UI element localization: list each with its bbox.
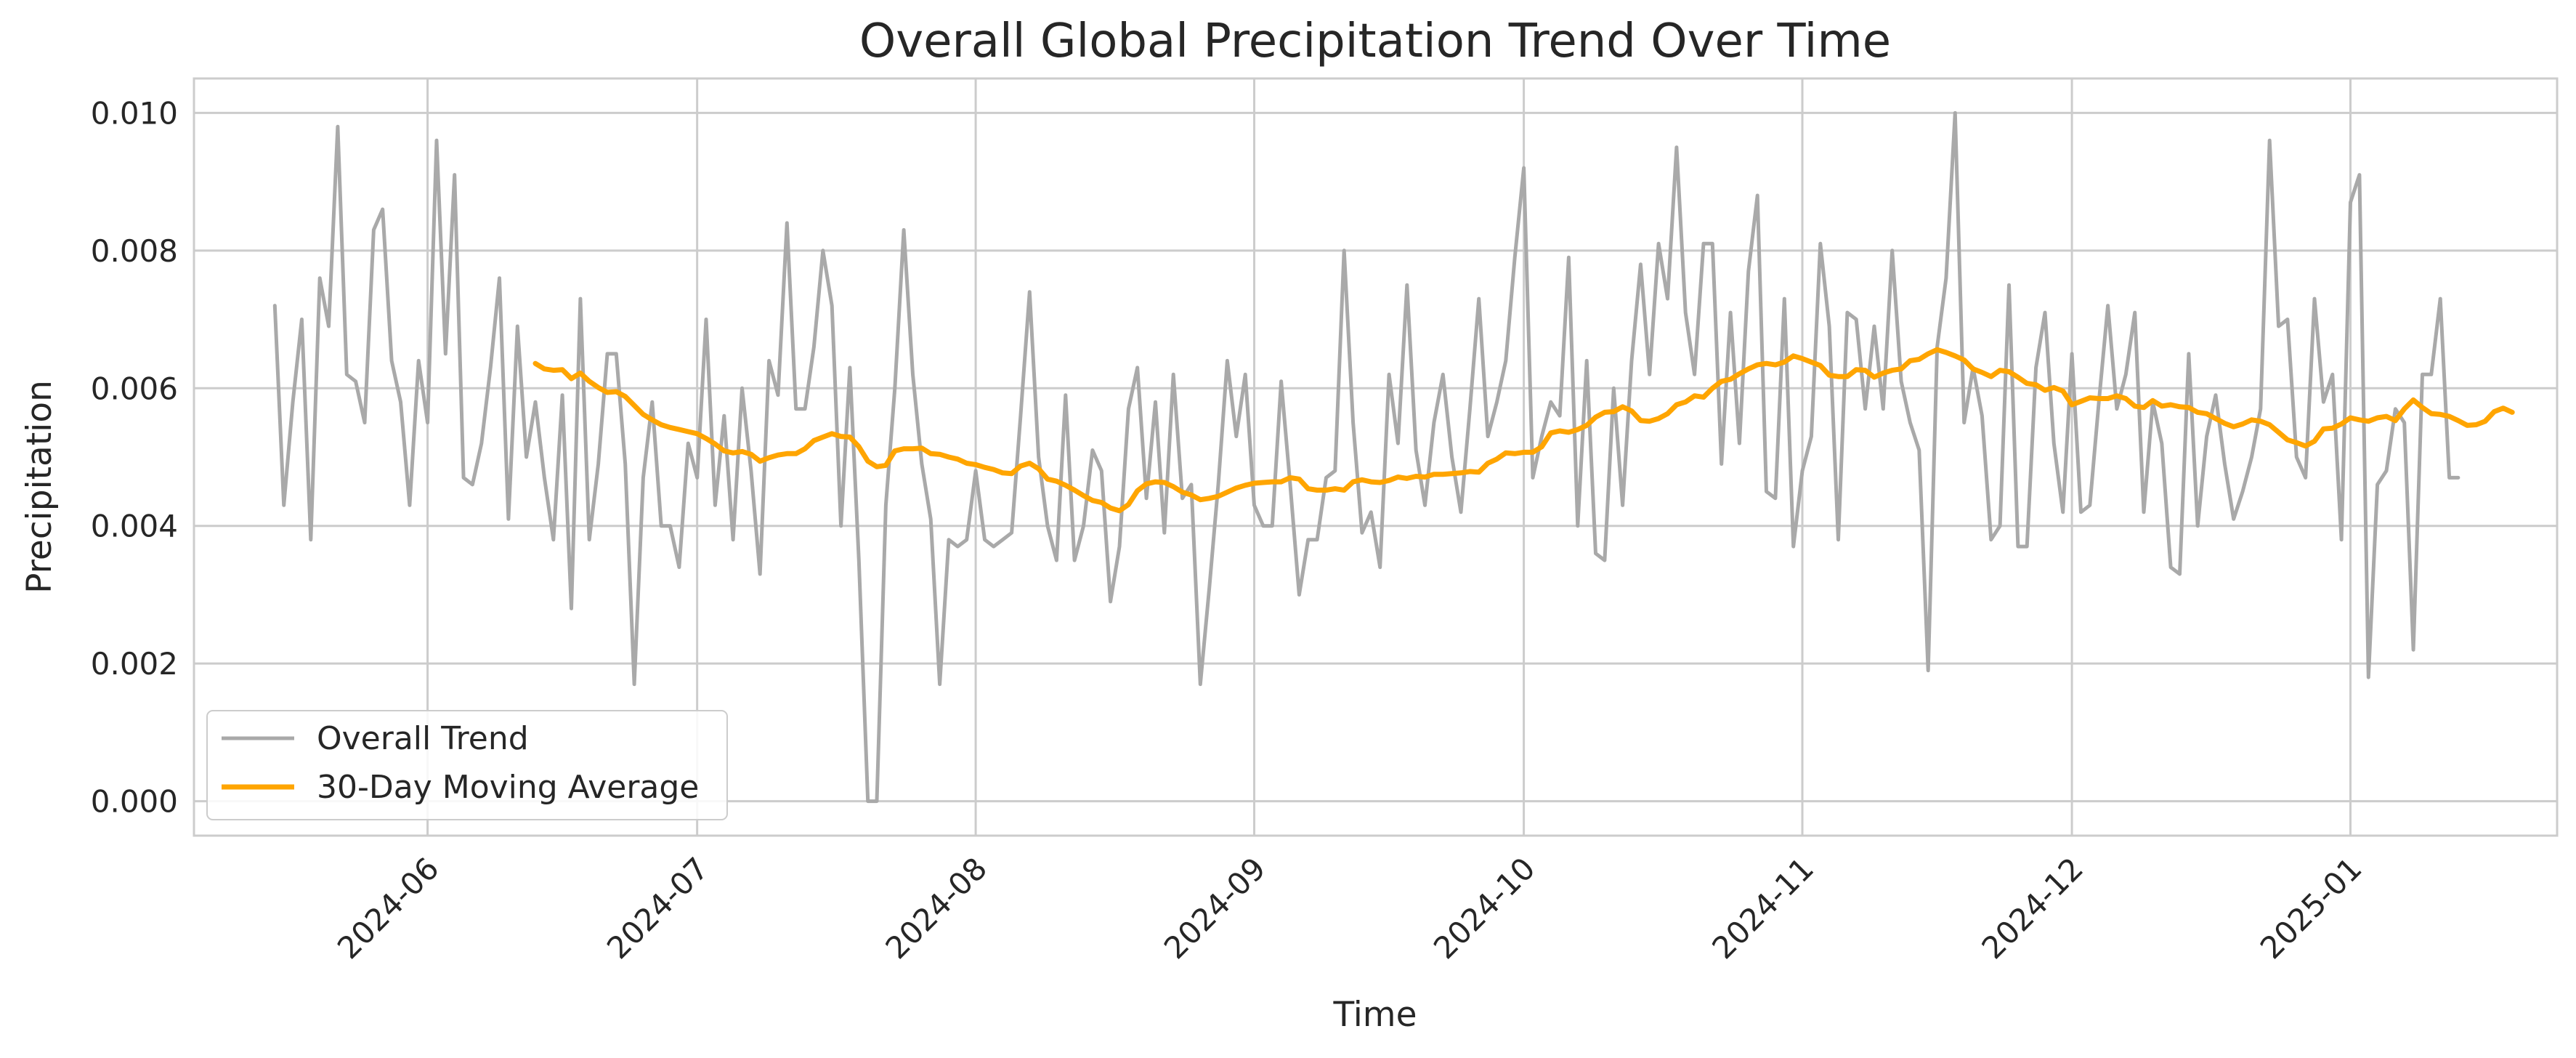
chart-title: Overall Global Precipitation Trend Over … [859, 15, 1891, 68]
series-layer [272, 110, 2515, 804]
legend-label-moving-average: 30-Day Moving Average [317, 769, 699, 806]
legend-label-overall-trend: Overall Trend [317, 720, 529, 757]
y-tick-label: 0.000 [91, 784, 178, 820]
y-axis-ticks: 0.000 0.002 0.004 0.006 0.008 0.010 [91, 95, 178, 819]
series-line-overall-trend [272, 110, 2460, 804]
y-tick-label: 0.008 [91, 233, 178, 269]
y-tick-label: 0.006 [91, 371, 178, 406]
plot-area-frame [193, 77, 2559, 837]
x-axis-label: Time [1332, 995, 1417, 1035]
y-tick-label: 0.002 [91, 646, 178, 682]
legend: Overall Trend 30-Day Moving Average [206, 710, 728, 820]
series-line-moving-average [532, 347, 2515, 514]
legend-box [206, 710, 728, 820]
y-tick-label: 0.010 [91, 95, 178, 131]
y-axis-label: Precipitation [20, 380, 60, 594]
y-tick-label: 0.004 [91, 509, 178, 544]
